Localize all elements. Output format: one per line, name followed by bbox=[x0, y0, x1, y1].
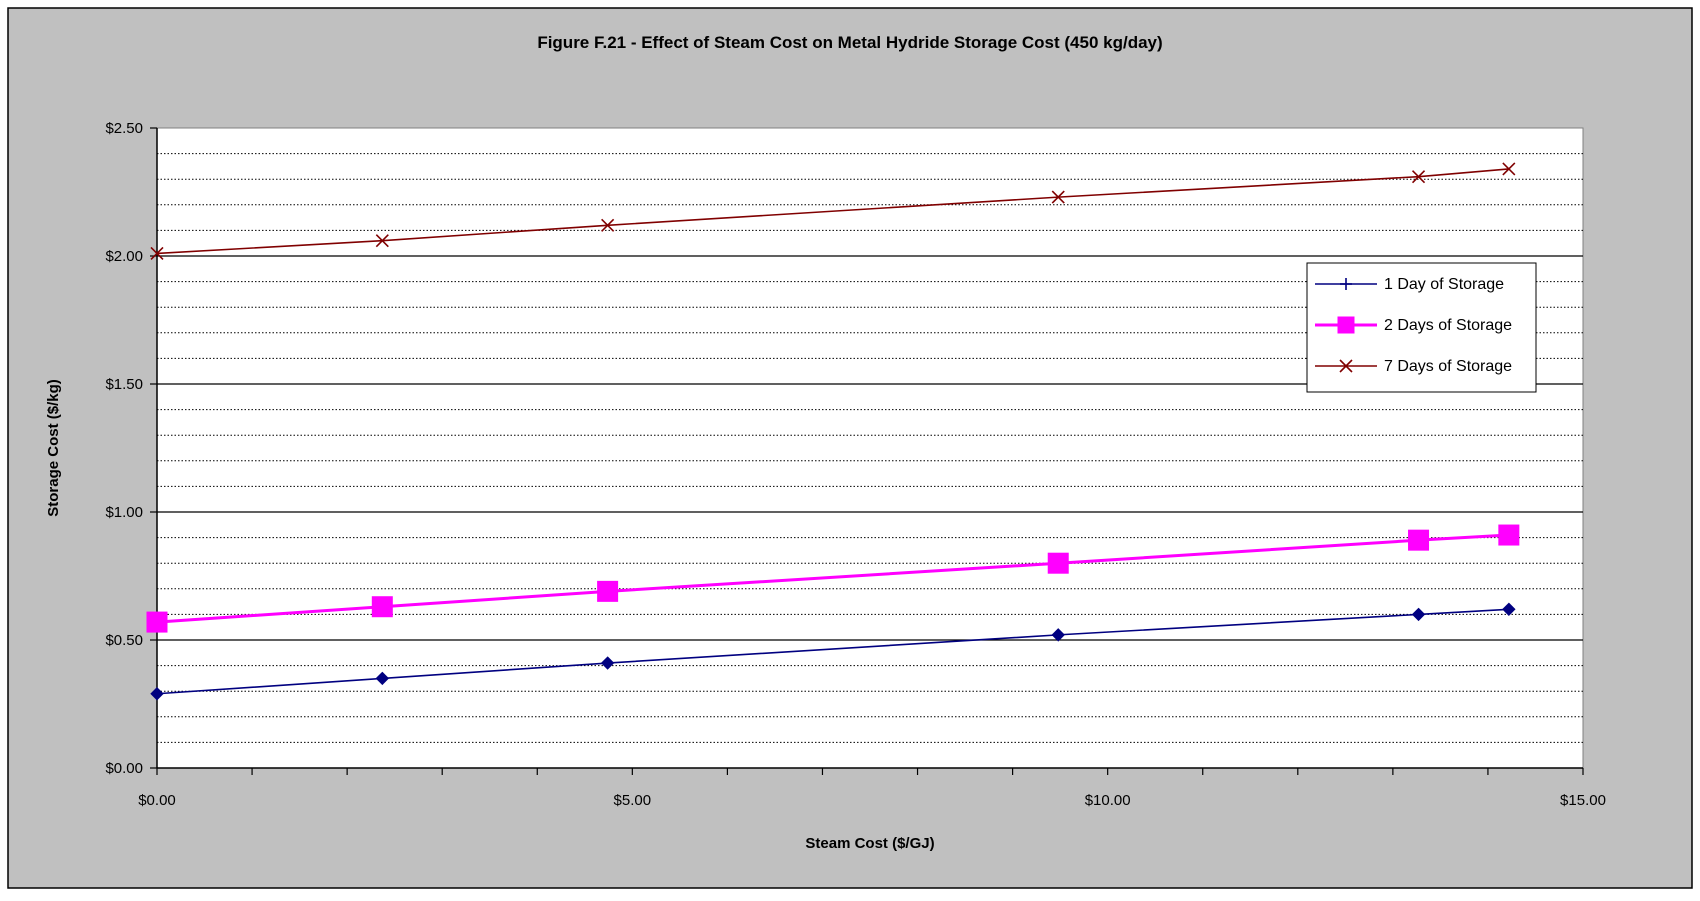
legend-label: 7 Days of Storage bbox=[1384, 358, 1512, 375]
y-tick-label: $1.50 bbox=[105, 376, 143, 393]
x-marker bbox=[601, 218, 615, 232]
series-layer bbox=[146, 162, 1520, 701]
series-3 bbox=[150, 162, 1516, 261]
x-marker bbox=[1502, 162, 1516, 176]
diamond-marker bbox=[150, 687, 164, 701]
y-tick-label: $0.00 bbox=[105, 760, 143, 777]
x-axis-title: Steam Cost ($/GJ) bbox=[805, 835, 934, 852]
x-marker bbox=[1411, 170, 1426, 184]
y-tick-label: $2.00 bbox=[105, 248, 143, 265]
series-1 bbox=[150, 602, 1516, 701]
y-tick-label: $0.50 bbox=[105, 632, 143, 649]
legend-entry: 7 Days of Storage bbox=[1315, 358, 1512, 375]
x-marker-stroke bbox=[1051, 190, 1065, 204]
x-marker-stroke bbox=[150, 246, 164, 261]
y-tick-label: $2.50 bbox=[105, 120, 143, 137]
x-tick-label: $5.00 bbox=[614, 792, 652, 809]
x-marker-stroke bbox=[601, 218, 615, 232]
series-line bbox=[156, 168, 1509, 255]
plus-marker bbox=[1340, 278, 1352, 290]
x-tick-label: $10.00 bbox=[1085, 792, 1131, 809]
diamond-marker bbox=[600, 656, 615, 670]
x-marker bbox=[375, 234, 389, 248]
square-marker bbox=[1337, 316, 1355, 334]
chart-title: Figure F.21 - Effect of Steam Cost on Me… bbox=[537, 33, 1162, 52]
x-marker-stroke bbox=[1339, 359, 1353, 373]
x-marker-stroke bbox=[1502, 162, 1516, 176]
series-line bbox=[156, 533, 1509, 624]
series-line bbox=[156, 608, 1509, 695]
diamond-marker bbox=[1411, 607, 1426, 622]
legend: 1 Day of Storage 2 Days of Storage 7 Days … bbox=[1306, 262, 1537, 393]
diamond-marker bbox=[1502, 602, 1516, 616]
square-marker bbox=[1408, 529, 1430, 551]
plot-area bbox=[156, 127, 1584, 769]
x-marker bbox=[1339, 359, 1353, 373]
x-marker-stroke bbox=[1411, 170, 1426, 184]
y-axis-title: Storage Cost ($/kg) bbox=[45, 379, 62, 517]
grid-layer bbox=[157, 153, 1583, 743]
y-tick-label: $1.00 bbox=[105, 504, 143, 521]
series-2 bbox=[146, 524, 1520, 633]
diamond-marker bbox=[375, 671, 390, 686]
x-tick-label: $15.00 bbox=[1560, 792, 1606, 809]
legend-entry: 2 Days of Storage bbox=[1315, 316, 1512, 334]
x-marker-stroke bbox=[375, 234, 389, 248]
square-marker bbox=[1498, 524, 1520, 546]
diamond-marker bbox=[1051, 628, 1065, 642]
x-tick-label: $0.00 bbox=[138, 792, 176, 809]
square-marker bbox=[1047, 552, 1069, 574]
legend-entry: 1 Day of Storage bbox=[1315, 276, 1504, 293]
axes-layer: $0.00 $0.50 $1.00 $1.50 $2.00 $2.50 $0.00 $5.00… bbox=[105, 120, 1605, 809]
legend-label: 1 Day of Storage bbox=[1384, 276, 1504, 293]
square-marker bbox=[371, 596, 393, 618]
square-marker bbox=[146, 611, 168, 633]
legend-label: 2 Days of Storage bbox=[1384, 317, 1512, 334]
square-marker bbox=[597, 580, 619, 602]
x-marker bbox=[1051, 190, 1065, 204]
x-marker bbox=[150, 246, 164, 261]
